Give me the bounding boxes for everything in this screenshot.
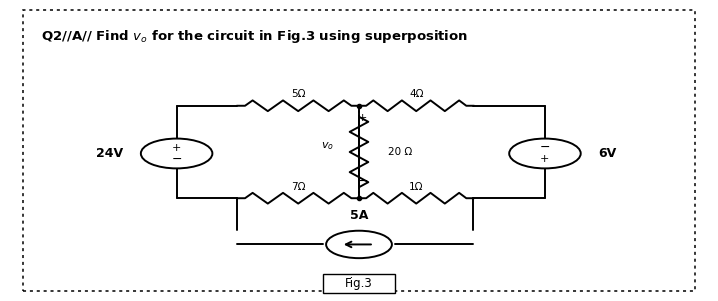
Text: −: − <box>358 175 368 188</box>
Text: +: + <box>172 143 182 153</box>
Text: +: + <box>358 113 368 123</box>
Text: −: − <box>172 153 182 166</box>
Bar <box>323 274 395 293</box>
Circle shape <box>326 231 392 258</box>
Text: 5A: 5A <box>350 209 368 222</box>
Text: 7Ω: 7Ω <box>291 182 305 192</box>
Text: 5Ω: 5Ω <box>291 89 305 99</box>
Circle shape <box>509 138 581 168</box>
Circle shape <box>141 138 213 168</box>
Text: Q2//A// Find $v_o$ for the circuit in Fig.3 using superposition: Q2//A// Find $v_o$ for the circuit in Fi… <box>41 28 467 45</box>
Text: 4Ω: 4Ω <box>409 89 424 99</box>
Text: 6V: 6V <box>599 147 617 160</box>
Text: 20 Ω: 20 Ω <box>388 147 412 157</box>
Text: Fig.3: Fig.3 <box>345 277 373 290</box>
Text: +: + <box>540 154 550 164</box>
Text: 1Ω: 1Ω <box>409 182 424 192</box>
Text: $v_o$: $v_o$ <box>321 140 334 152</box>
Text: −: − <box>540 141 550 154</box>
Text: 24V: 24V <box>95 147 123 160</box>
